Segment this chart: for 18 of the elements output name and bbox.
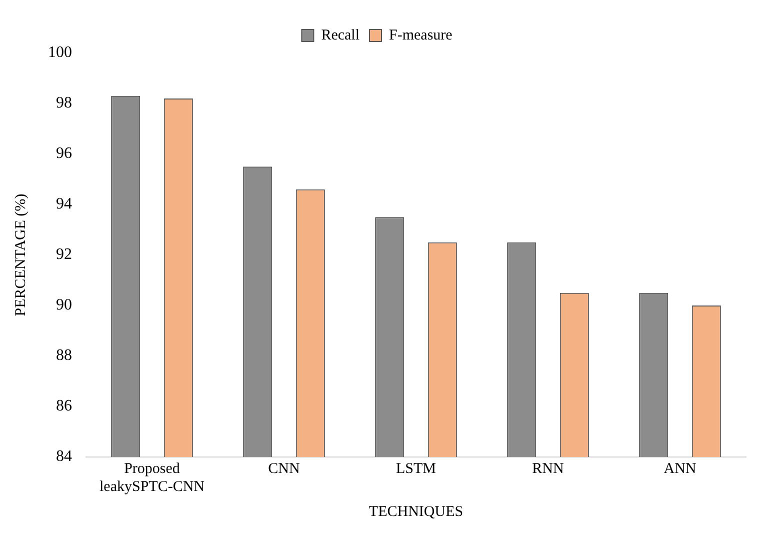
x-tick-label: LSTM bbox=[396, 460, 436, 477]
y-tick-label: 100 bbox=[48, 44, 72, 62]
y-tick-label: 90 bbox=[56, 296, 72, 314]
y-axis-title: PERCENTAGE (%) bbox=[12, 194, 29, 316]
x-tick-label: ANN bbox=[664, 460, 696, 477]
x-tick-label: CNN bbox=[268, 460, 300, 477]
y-tick-label: 84 bbox=[56, 448, 72, 466]
x-axis-title: TECHNIQUES bbox=[368, 504, 464, 520]
x-tick-label: RNN bbox=[532, 460, 564, 477]
y-tick-label: 88 bbox=[56, 347, 72, 364]
x-tick-label: Proposed leakySPTC-CNN bbox=[100, 460, 205, 495]
y-tick-label: 98 bbox=[56, 94, 72, 112]
legend-label: F-measure bbox=[389, 27, 453, 44]
legend-label: Recall bbox=[321, 27, 360, 44]
y-tick-label: 94 bbox=[56, 196, 72, 213]
y-tick-label: 86 bbox=[56, 398, 72, 415]
y-tick-label: 96 bbox=[56, 145, 72, 162]
y-tick-label: 92 bbox=[56, 246, 72, 264]
